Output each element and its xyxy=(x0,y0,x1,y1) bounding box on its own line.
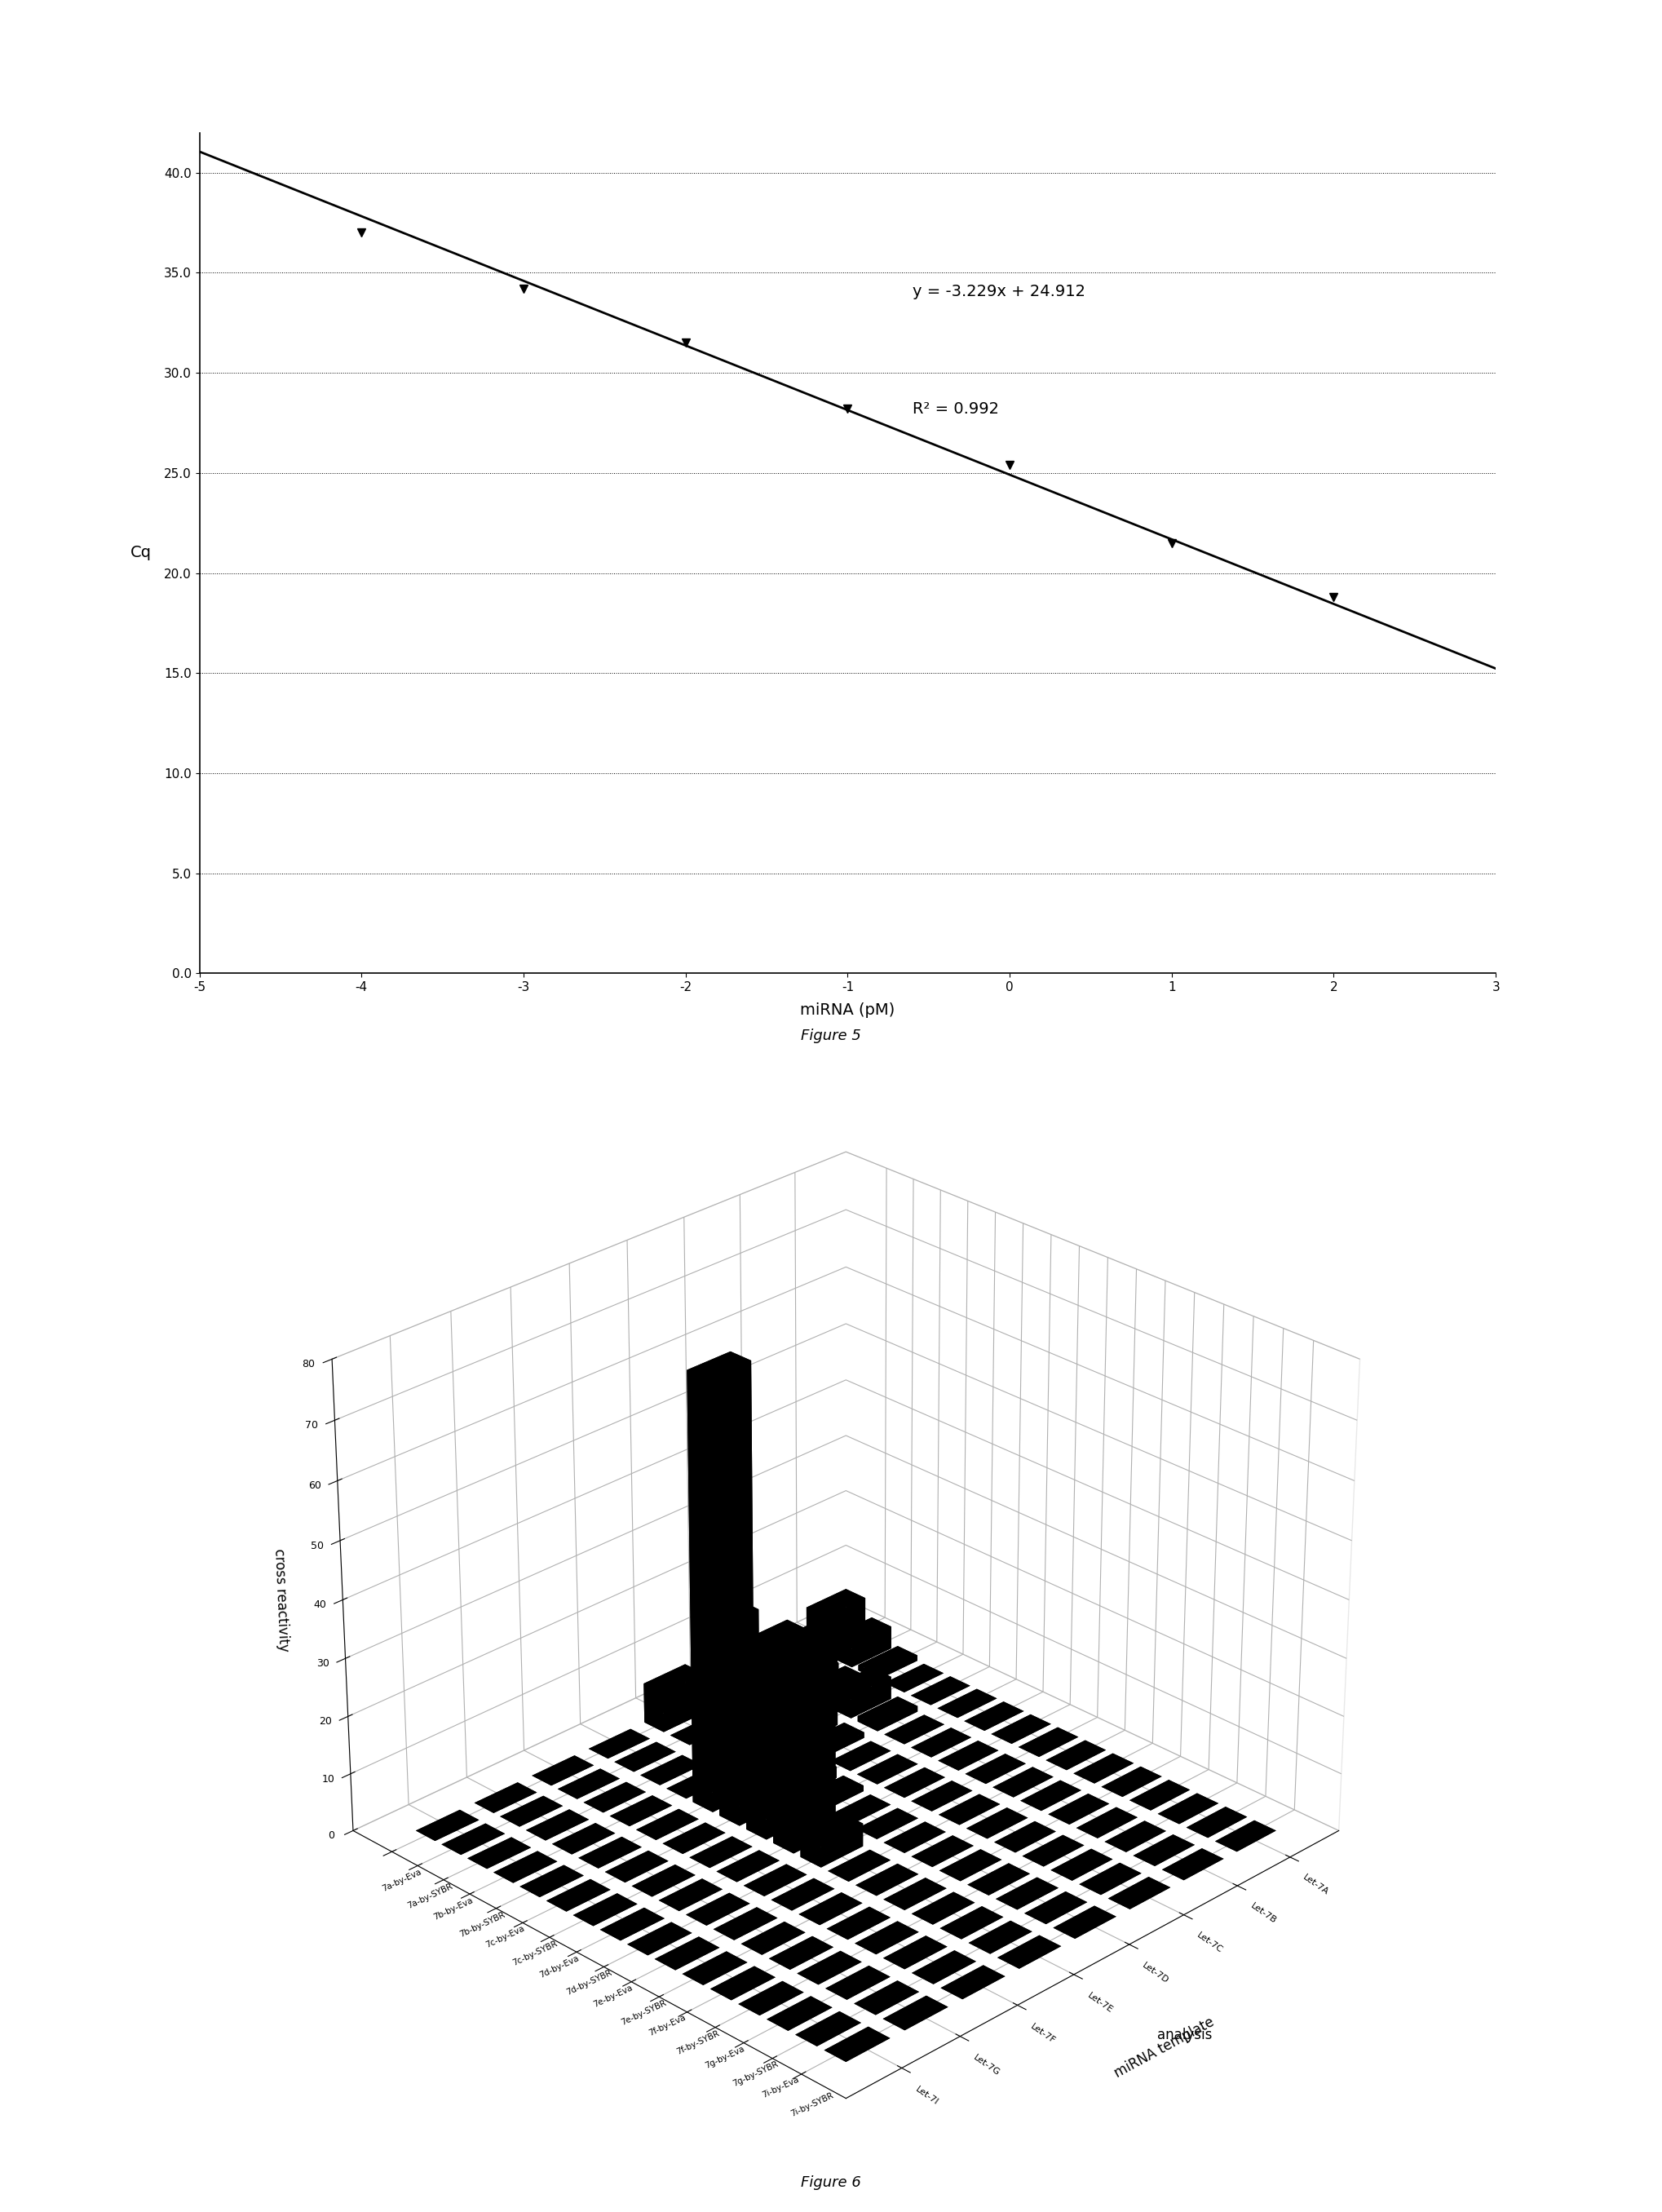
Text: Figure 6: Figure 6 xyxy=(801,2174,861,2190)
Y-axis label: Cq: Cq xyxy=(131,544,151,562)
X-axis label: miRNA template: miRNA template xyxy=(1112,2015,1217,2081)
Text: y = -3.229x + 24.912: y = -3.229x + 24.912 xyxy=(912,283,1085,299)
Text: Figure 5: Figure 5 xyxy=(801,1029,861,1044)
Text: analysis: analysis xyxy=(1157,2028,1212,2042)
Text: R² = 0.992: R² = 0.992 xyxy=(912,403,999,418)
X-axis label: miRNA (pM): miRNA (pM) xyxy=(799,1002,896,1018)
